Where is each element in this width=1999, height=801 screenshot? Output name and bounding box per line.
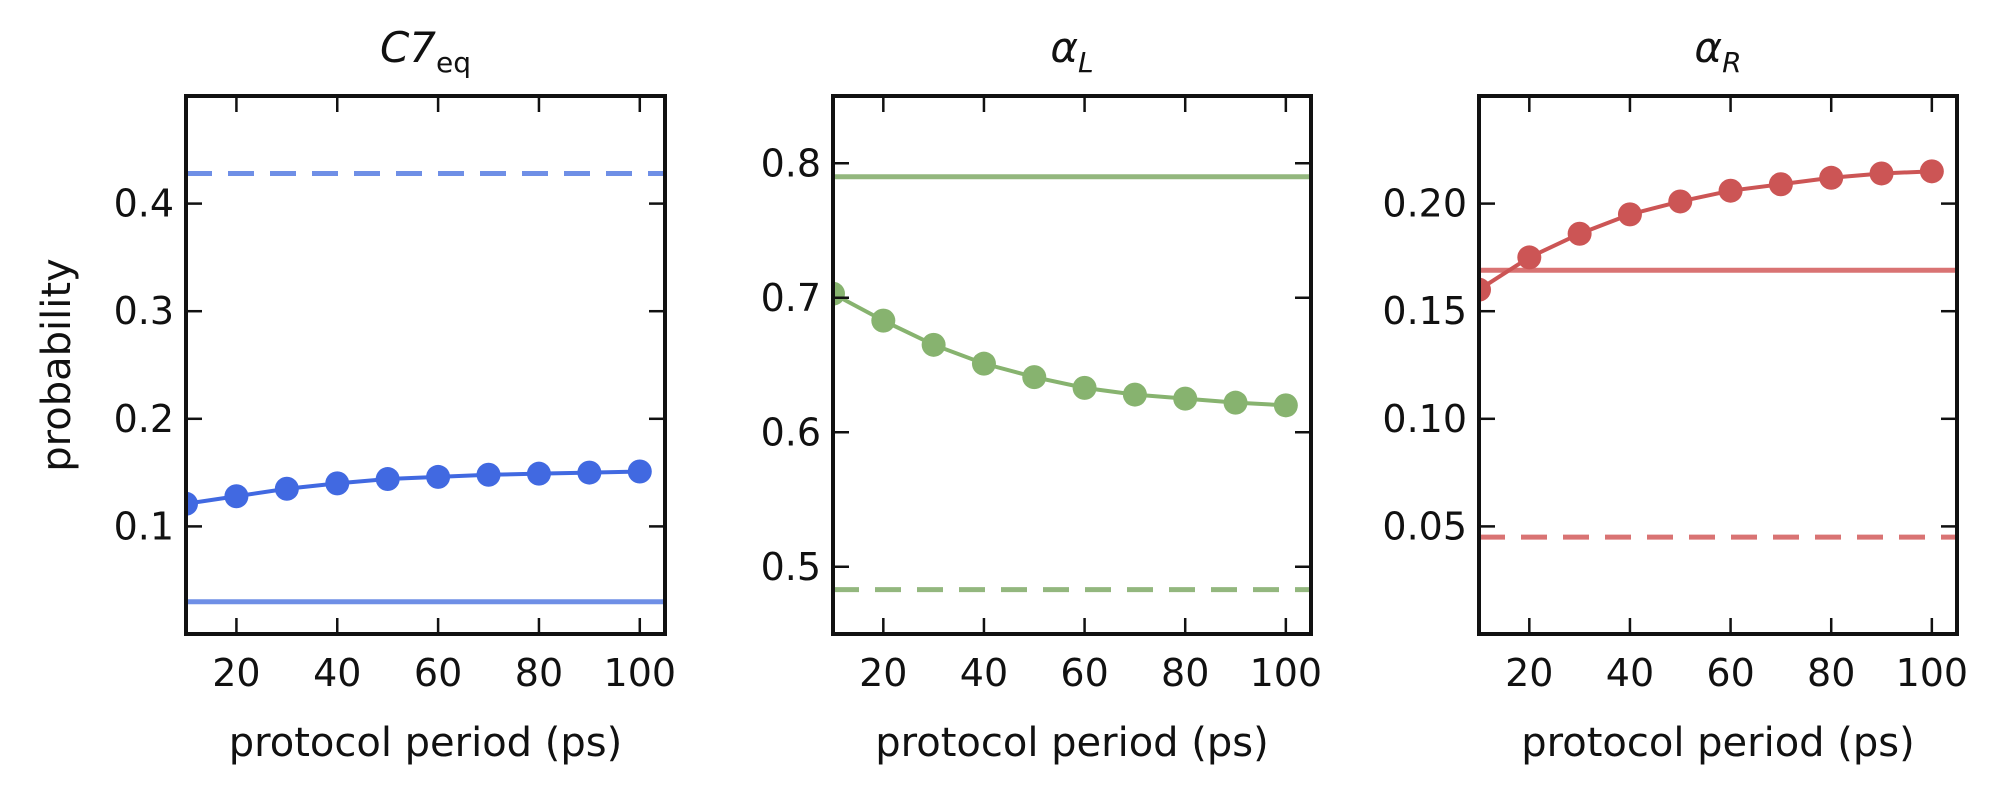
data-point [1819, 165, 1844, 190]
x-tick-label: 20 [1505, 651, 1553, 695]
y-tick-label: 0.4 [114, 182, 174, 226]
x-tick-label: 100 [1896, 651, 1969, 695]
x-tick-label: 100 [1250, 651, 1323, 695]
data-point [577, 460, 602, 485]
data-point [971, 351, 996, 376]
data-point [375, 467, 400, 492]
data-point [833, 281, 845, 306]
data-point [426, 464, 451, 489]
axes-frame [1477, 94, 1959, 636]
data-point [1479, 277, 1491, 302]
x-tick-label: 60 [1060, 651, 1108, 695]
x-tick-label: 40 [1606, 651, 1654, 695]
series-line [833, 291, 1286, 408]
y-tick-label: 0.8 [761, 141, 821, 185]
plot-area [1479, 159, 1957, 540]
x-tick-label: 40 [313, 651, 361, 695]
series-line [1479, 169, 1932, 292]
x-axis-label: protocol period (ps) [1521, 720, 1914, 766]
y-tick-label: 0.10 [1382, 397, 1467, 441]
data-point [1223, 390, 1248, 415]
x-tick-label: 40 [960, 651, 1008, 695]
data-point [274, 476, 299, 501]
x-tick-label: 60 [414, 651, 462, 695]
data-point [1617, 202, 1642, 227]
data-point [871, 308, 896, 333]
y-tick-label: 0.2 [114, 397, 174, 441]
data-point [1122, 382, 1147, 407]
data-point [224, 484, 249, 509]
data-point [1919, 159, 1944, 184]
panel-title-subscript: R [1722, 46, 1741, 79]
x-tick-label: 80 [515, 651, 563, 695]
data-point [1173, 386, 1198, 411]
axes-frame [831, 94, 1313, 636]
data-point [476, 462, 501, 487]
x-tick-label: 100 [604, 651, 677, 695]
panel-title-main: α [1694, 23, 1722, 72]
y-tick-label: 0.15 [1382, 289, 1467, 333]
data-point [325, 471, 350, 496]
x-tick-label: 60 [1706, 651, 1754, 695]
y-tick-label: 0.6 [761, 410, 821, 454]
plot-area [186, 170, 665, 605]
chart-panel-1: 20 40 60 80 100 0.1 0.2 0.3 0.4 C7eq protocol peri… [34, 23, 676, 766]
y-tick-label: 0.7 [761, 276, 821, 320]
x-tick-label: 80 [1161, 651, 1209, 695]
data-point [1072, 375, 1097, 400]
panel-title: αL [1050, 23, 1093, 79]
data-point [627, 459, 652, 484]
y-tick-label: 0.05 [1382, 504, 1467, 548]
panel-title-main: C7 [380, 23, 436, 72]
data-point [1718, 178, 1743, 203]
data-point [1517, 245, 1542, 270]
data-point [1668, 189, 1693, 214]
panel-title-subscript: eq [436, 46, 471, 79]
x-axis-label: protocol period (ps) [229, 720, 622, 766]
plot-area [833, 174, 1311, 593]
data-point [1567, 221, 1592, 246]
x-tick-label: 20 [859, 651, 907, 695]
y-tick-label: 0.20 [1382, 182, 1467, 226]
panel-title: C7eq [380, 23, 471, 79]
data-point [526, 461, 551, 486]
series-line [186, 469, 640, 506]
y-tick-label: 0.5 [761, 545, 821, 589]
y-tick-label: 0.1 [114, 504, 174, 548]
data-point [1869, 161, 1894, 186]
panel-title: αR [1694, 23, 1741, 79]
y-axis-label: probability [34, 258, 80, 471]
data-point [921, 332, 946, 357]
axes-frame [184, 94, 667, 636]
panel-title-subscript: L [1078, 46, 1094, 79]
data-point [1768, 172, 1793, 197]
x-tick-label: 80 [1807, 651, 1855, 695]
data-point [1273, 393, 1298, 418]
x-axis-label: protocol period (ps) [875, 720, 1268, 766]
y-tick-label: 0.3 [114, 289, 174, 333]
data-point [186, 491, 198, 516]
data-point [1022, 365, 1047, 390]
x-tick-label: 20 [212, 651, 260, 695]
panel-title-main: α [1050, 23, 1078, 72]
